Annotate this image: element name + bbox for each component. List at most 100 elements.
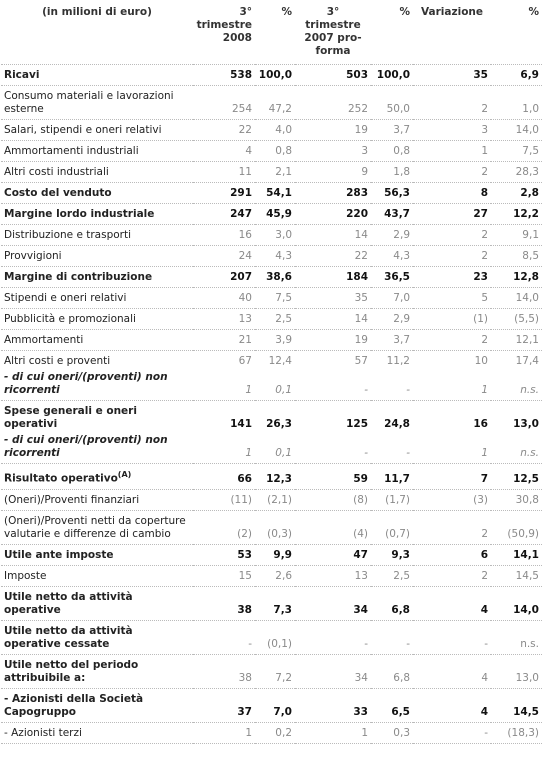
row-label: - Azionisti della Società Capogruppo (1, 687, 193, 722)
cell-value: 7,2 (255, 653, 295, 688)
table-row: (Oneri)/Proventi finanziari (11) (2,1) (8)(… (1, 488, 542, 510)
cell-value: 4,3 (255, 245, 295, 267)
table-row: Altri costi industriali 11 2,1 9 1,8 2 28,3 (1, 161, 542, 183)
cell-value: 2,8 (491, 182, 542, 204)
row-label: Pubblicità e promozionali (1, 308, 193, 330)
label-text: Risultato operativo (4, 472, 118, 485)
sub-value: 1 (481, 384, 488, 396)
sub-value: - (364, 384, 368, 396)
cell-value: 0,3 (371, 721, 413, 744)
cell-value: 16 (413, 400, 491, 434)
label-text: Utile netto da attività operative cessat… (4, 624, 133, 650)
footnote-mark: (A) (117, 470, 132, 479)
table-row: Pubblicità e promozionali 13 2,5 14 2,9 (1) (5… (1, 308, 542, 330)
label-text: Salari, stipendi e oneri relativi (4, 124, 162, 136)
cell-value: 8 (413, 182, 491, 204)
row-label: Spese generali e oneri operativi (1, 400, 193, 434)
sub-value: 1 (245, 447, 252, 459)
cell-value: 14 (295, 308, 371, 330)
row-label: Ammortamenti (1, 329, 193, 351)
cell-value: 47 (295, 543, 371, 565)
cell-value: 13 (295, 564, 371, 586)
table-row: Altri costi e proventi 67 12,4 57 11,2 10 17,4 (1, 350, 542, 371)
cell-value: (5,5) (491, 308, 542, 330)
cell-value: 2 (413, 509, 491, 544)
cell-value: 3 (413, 119, 491, 141)
cell-value: 13 (193, 308, 255, 330)
cell-value: 2 (413, 85, 491, 120)
cell-value: 2,6 (255, 564, 295, 586)
cell-value: 11,2 (371, 350, 413, 371)
cell-value: 59 (295, 463, 371, 489)
table-row: Imposte 15 2,6 13 2,5 2 14,5 (1, 564, 542, 586)
cell-value: (50,9) (491, 509, 542, 544)
column-header: 3° trimestre 2008 (196, 6, 252, 44)
cell-value: 2,1 (255, 161, 295, 183)
cell-value: 34 (295, 585, 371, 620)
cell-value: 56,3 (371, 182, 413, 204)
header-row: (in milioni di euro) 3° trimestre 2008% 3°… (1, 2, 542, 65)
table-body: Ricavi 538 100,0 503 100,0 35 6,9 Consumo mater… (1, 64, 542, 744)
cell-value: 2 (413, 245, 491, 267)
cell-value: 4 (413, 653, 491, 688)
table-row: Stipendi e oneri relativi 40 7,5 35 7,0 5 14,0 (1, 287, 542, 309)
label-text: Provvigioni (4, 250, 62, 262)
cell-value: 14,1 (491, 543, 542, 565)
cell-value: (3) (413, 488, 491, 510)
label-text: Utile netto del periodo attribuibile a: (4, 658, 139, 684)
label-text: (Oneri)/Proventi netti da coperture valu… (4, 514, 186, 540)
cell-value: 141 (193, 400, 255, 434)
cell-value: 35 (295, 287, 371, 309)
row-label: Stipendi e oneri relativi (1, 287, 193, 309)
cell-value: 30,8 (491, 488, 542, 510)
cell-value: 1 (193, 721, 255, 744)
cell-value: - (413, 619, 491, 654)
cell-value: 0,8 (371, 140, 413, 162)
table-row: Utile netto da attività operative 38 7,3 34… (1, 585, 542, 620)
cell-value: 6,8 (371, 585, 413, 620)
cell-value: 33 (295, 687, 371, 722)
row-label: (Oneri)/Proventi netti da coperture valu… (1, 509, 193, 544)
cell-value: 125 (295, 400, 371, 434)
cell-value: 100,0 (371, 64, 413, 86)
cell-value: 14 (295, 224, 371, 246)
cell-value: 14,5 (491, 687, 542, 722)
cell-value: 22 (295, 245, 371, 267)
row-label: Risultato operativo(A) (1, 463, 193, 489)
label-text: Stipendi e oneri relativi (4, 292, 127, 304)
cell-value: 13,0 (491, 653, 542, 688)
cell-value: 22 (193, 119, 255, 141)
cell-value: 12,4 (255, 350, 295, 371)
cell-value: 36,5 (371, 266, 413, 288)
cell-value: 503 (295, 64, 371, 86)
cell-value: (1) (413, 308, 491, 330)
row-label: Consumo materiali e lavorazioni esterne (1, 85, 193, 120)
table-row: Utile ante imposte 53 9,9 47 9,3 6 14,1 (1, 543, 542, 565)
cell-value: 291 (193, 182, 255, 204)
cell-value: 254 (193, 85, 255, 120)
cell-value: 7,0 (371, 287, 413, 309)
cell-value: 14,0 (491, 119, 542, 141)
cell-value: 3,9 (255, 329, 295, 351)
cell-value: - (413, 721, 491, 744)
label-text: Spese generali e oneri operativi (4, 405, 137, 430)
row-label: - Azionisti terzi (1, 721, 193, 744)
sub-value: - (406, 447, 410, 459)
cell-value: 37 (193, 687, 255, 722)
cell-value: 28,3 (491, 161, 542, 183)
cell-value: 4 (413, 585, 491, 620)
cell-value: 27 (413, 203, 491, 225)
cell-value: 17,4 (491, 350, 542, 371)
cell-value: 12,5 (491, 463, 542, 489)
cell-value: 19 (295, 329, 371, 351)
cell-value: - (193, 619, 255, 654)
cell-value: 3,0 (255, 224, 295, 246)
row-label: Provvigioni (1, 245, 193, 267)
cell-value: 45,9 (255, 203, 295, 225)
cell-value: 34 (295, 653, 371, 688)
cell-value: 2,9 (371, 308, 413, 330)
table-row: Consumo materiali e lavorazioni esterne 2… (1, 85, 542, 120)
label-text: Pubblicità e promozionali (4, 313, 136, 325)
cell-value: 2,5 (371, 564, 413, 586)
